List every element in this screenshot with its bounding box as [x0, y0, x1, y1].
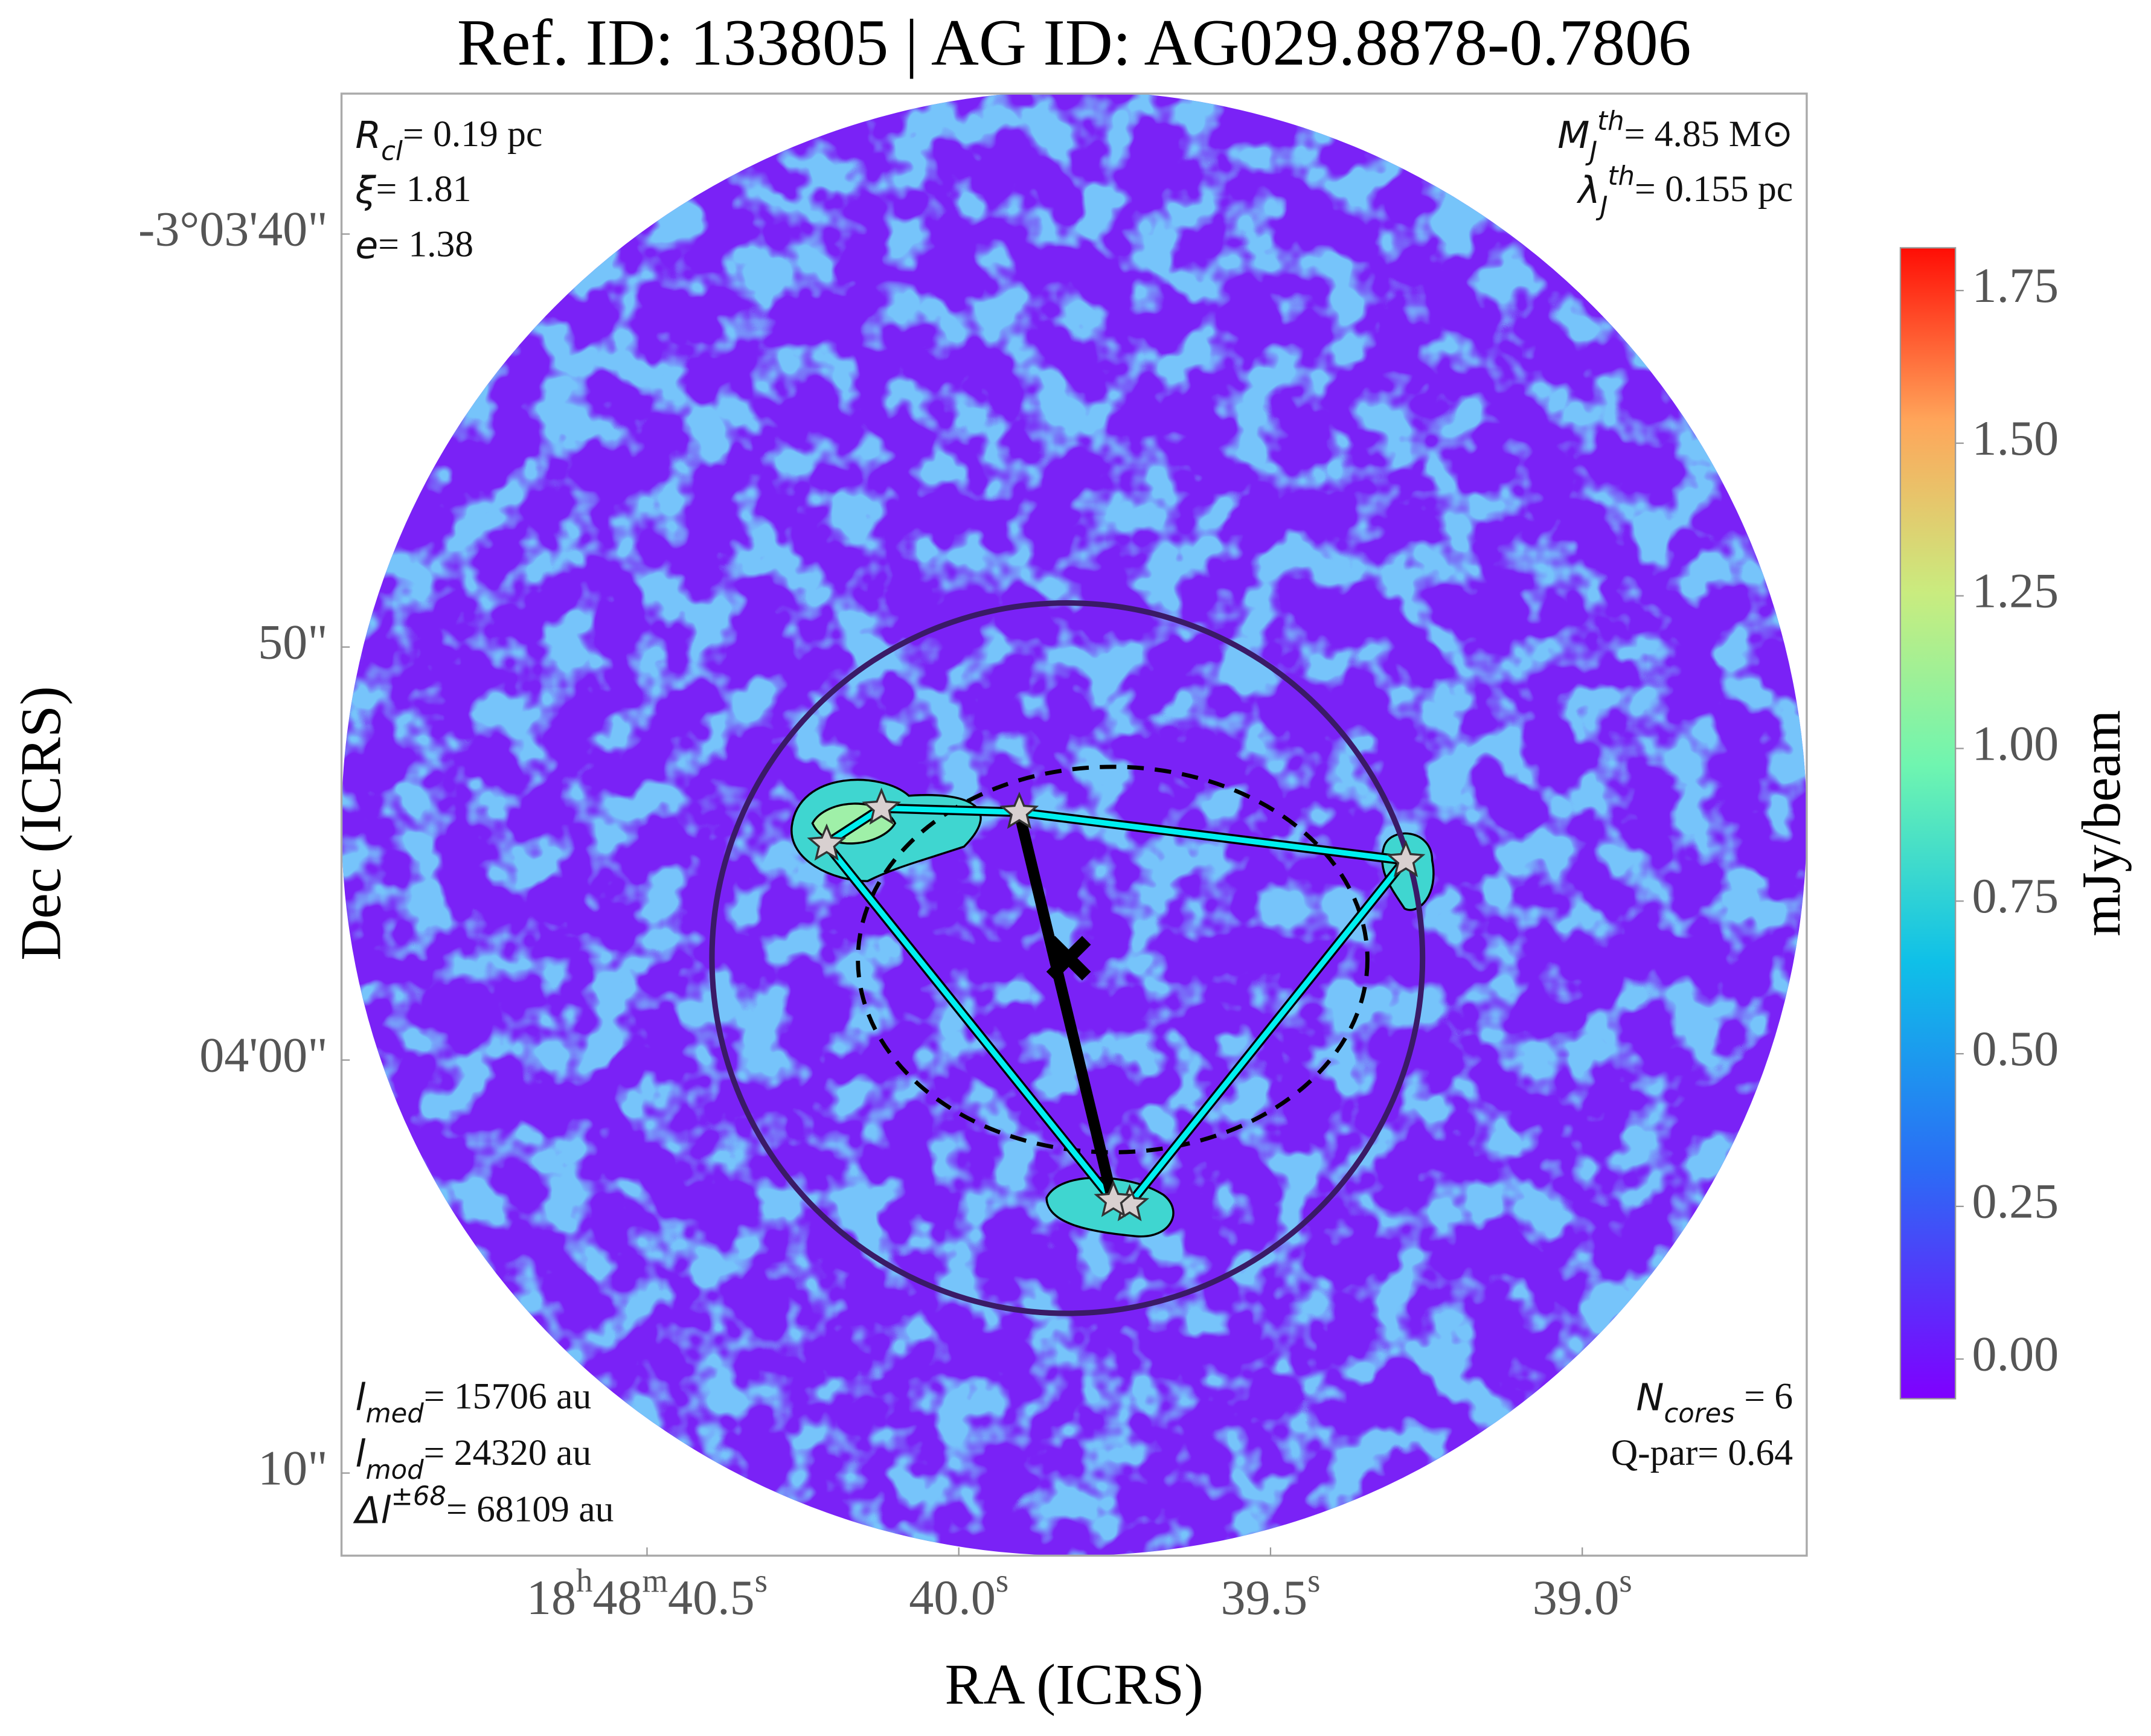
frame: [340, 92, 1808, 1557]
annotation-text: Q-par= 0.64: [1611, 1432, 1793, 1473]
main-branch: [1013, 811, 1118, 1202]
annotation: e= 1.38: [355, 223, 473, 267]
colorbar-tick-label: 0.00: [1972, 1327, 2059, 1382]
annotation-symbol: R: [355, 114, 381, 157]
annotation-symbol: λ: [1576, 168, 1600, 212]
core: [1094, 1180, 1133, 1217]
annotation: lmod= 24320 au: [355, 1432, 591, 1485]
colorbar-tick-label: 0.50: [1972, 1021, 2059, 1076]
colorbar-tick-label: 1.00: [1972, 716, 2059, 770]
colorbar-label: mJy/beam: [2071, 710, 2132, 937]
annotation-symbol: Δl: [353, 1489, 391, 1533]
center-cross: [1046, 935, 1091, 981]
annotation-text: = 1.81: [376, 168, 472, 210]
colorbar-tick-label: 0.25: [1972, 1174, 2059, 1229]
annotation-symbol: e: [355, 223, 378, 267]
annotation-sub: mod: [365, 1455, 424, 1485]
annotation-sup: th: [1597, 106, 1624, 136]
y-tick-label: 04'00": [199, 1027, 327, 1082]
annotation-sub: med: [365, 1398, 424, 1429]
annotation-text: = 1.38: [378, 224, 473, 265]
annotation: Q-par= 0.64: [1611, 1432, 1793, 1473]
annotation: Rcl= 0.19 pc: [355, 114, 542, 166]
colorbar-tick-label: 1.75: [1972, 258, 2059, 313]
annotation-sub: cl: [381, 136, 403, 166]
core: [807, 823, 847, 861]
colorbar-tick-label: 1.25: [1972, 563, 2059, 618]
annotation: Δl±68= 68109 au: [353, 1481, 614, 1533]
x-tick-label: 39.5s: [1220, 1562, 1320, 1625]
annotation-sup: ±68: [391, 1481, 446, 1511]
mst-edges-cyan: [824, 805, 1407, 1206]
core: [1386, 840, 1426, 877]
annotation: lmed= 15706 au: [355, 1376, 591, 1429]
chart-title: Ref. ID: 133805 | AG ID: AG029.8878-0.78…: [457, 5, 1691, 79]
annotation-text: = 68109 au: [446, 1489, 614, 1530]
y-axis-label: Dec (ICRS): [8, 686, 72, 961]
y-tick-label: -3°03'40": [138, 201, 328, 256]
annotation-symbol: ξ: [354, 168, 376, 212]
annotation-text: = 4.85 M⊙: [1624, 114, 1794, 155]
x-axis-label: RA (ICRS): [945, 1653, 1204, 1717]
annotation-symbol: l: [355, 1376, 365, 1420]
x-tick-label: 40.0s: [909, 1562, 1008, 1625]
y-tick-label: 50": [258, 614, 328, 669]
annotation: MJth= 4.85 M⊙: [1557, 106, 1793, 166]
annotation: Ncores = 6: [1636, 1376, 1793, 1429]
core: [999, 792, 1039, 829]
emission-texture: [341, 94, 1807, 1556]
annotation-text: = 15706 au: [424, 1376, 591, 1417]
annotation: λJth= 0.155 pc: [1576, 161, 1793, 222]
colorbar-tick-label: 1.50: [1972, 411, 2059, 466]
fit-ellipse: [856, 764, 1370, 1155]
core: [862, 787, 902, 825]
cluster-circle: [709, 600, 1426, 1316]
annotation-sup: th: [1608, 161, 1635, 191]
annotation-symbol: l: [355, 1432, 365, 1476]
annotation-text: = 24320 au: [424, 1432, 591, 1473]
y-tick-label: 10": [258, 1440, 328, 1495]
x-tick-label: 18h48m40.5s: [527, 1562, 768, 1625]
annotation-symbol: N: [1636, 1376, 1664, 1420]
annotation-text: = 6: [1735, 1376, 1793, 1417]
annotation-text: = 0.19 pc: [403, 114, 542, 155]
map-image: [341, 94, 1807, 1556]
annotation-text: = 0.155 pc: [1635, 168, 1793, 210]
annotation: ξ= 1.81: [354, 168, 471, 212]
annotation-symbol: M: [1557, 114, 1589, 157]
colorbar-tick-label: 0.75: [1972, 868, 2059, 923]
x-tick-label: 39.0s: [1533, 1562, 1632, 1625]
colorbar: [1899, 247, 1957, 1400]
annotation-sub: cores: [1664, 1398, 1734, 1429]
